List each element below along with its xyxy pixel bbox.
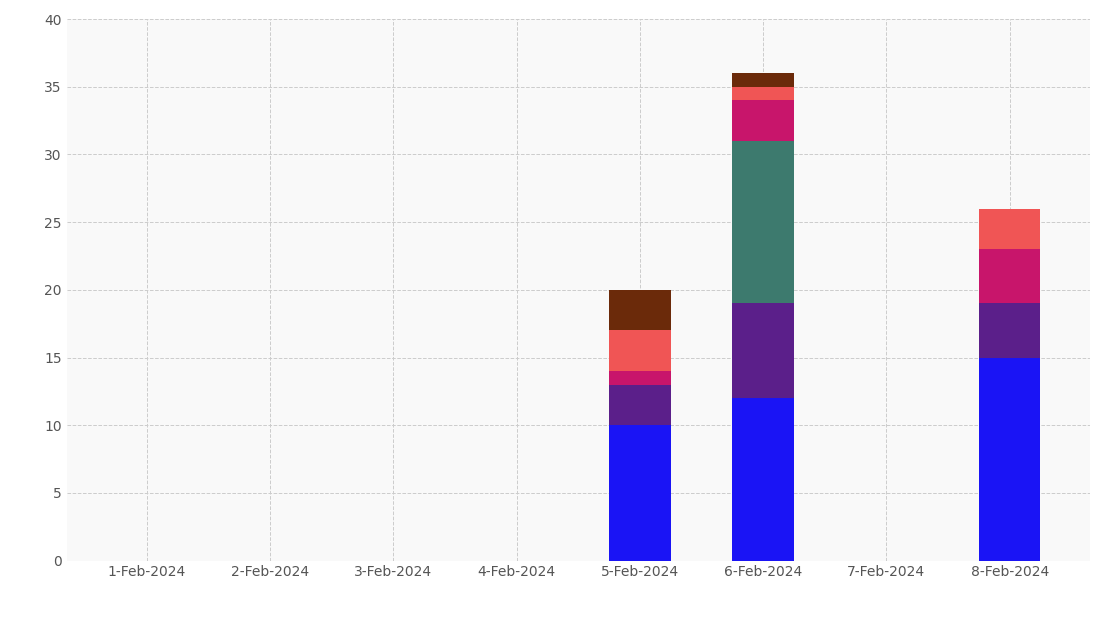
Bar [979, 249, 1041, 303]
Bar [979, 303, 1041, 357]
Bar [609, 290, 671, 331]
Bar [733, 303, 794, 398]
Bar [609, 385, 671, 426]
Bar [733, 100, 794, 141]
Bar [979, 357, 1041, 561]
Bar [609, 426, 671, 561]
Bar [733, 87, 794, 100]
Bar [733, 141, 794, 303]
Bar [609, 331, 671, 371]
Bar [979, 208, 1041, 249]
Bar [733, 398, 794, 561]
Bar [609, 371, 671, 385]
Bar [733, 73, 794, 87]
